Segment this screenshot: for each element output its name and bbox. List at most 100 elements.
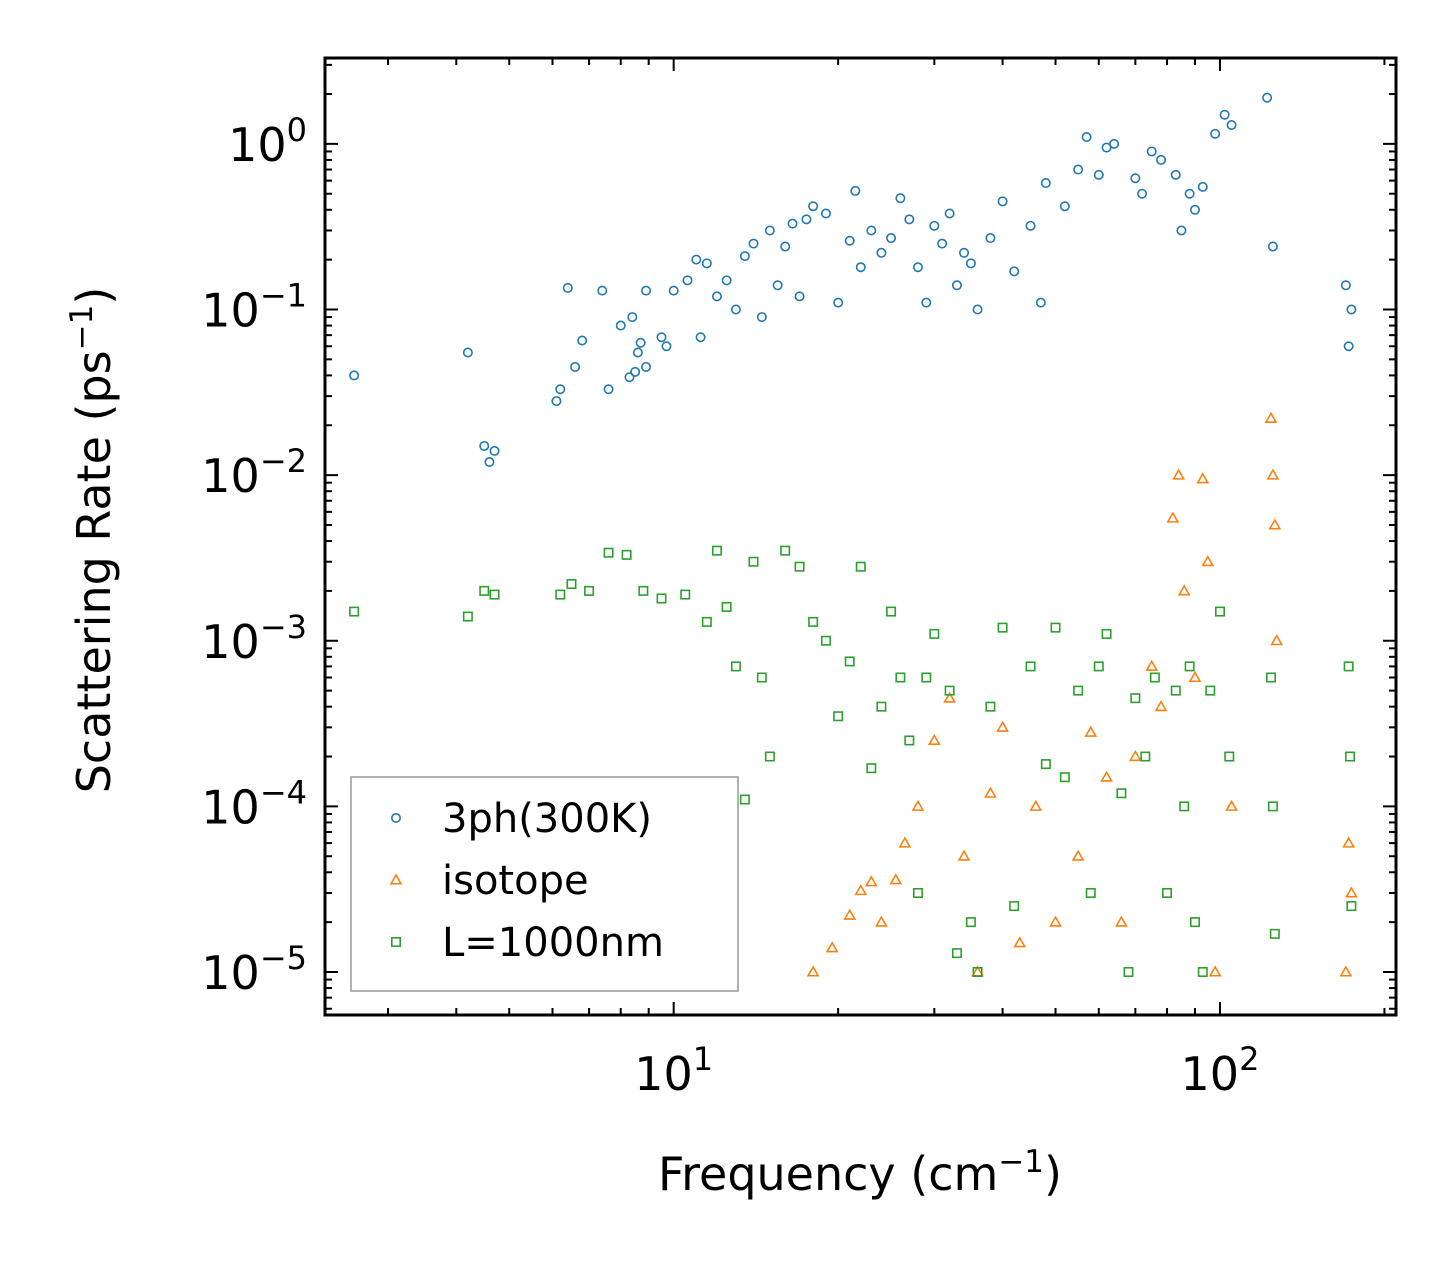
- data-point: [1340, 280, 1351, 291]
- data-point: [577, 335, 588, 346]
- data-point: [1225, 799, 1238, 811]
- data-point: [855, 561, 866, 572]
- data-point: [1013, 936, 1027, 948]
- legend-marker-circle: [390, 812, 401, 823]
- data-point: [959, 247, 970, 258]
- data-point: [627, 312, 638, 323]
- data-point: [730, 304, 741, 315]
- x-tick-labels: 101 102: [634, 1040, 1259, 1101]
- data-point: [1128, 749, 1142, 762]
- data-point: [1123, 966, 1134, 977]
- data-point: [603, 547, 614, 558]
- data-point: [1266, 468, 1280, 480]
- data-point: [1339, 965, 1353, 977]
- data-point: [1100, 770, 1113, 782]
- data-point: [985, 233, 996, 244]
- data-point: [630, 366, 641, 377]
- data-point: [1219, 109, 1230, 120]
- data-point: [1197, 966, 1208, 977]
- data-point: [904, 214, 915, 225]
- data-point: [886, 233, 897, 244]
- data-point: [1201, 555, 1215, 567]
- data-point: [1050, 622, 1061, 633]
- data-point: [996, 720, 1009, 732]
- legend-item: isotope: [389, 858, 589, 904]
- series-3ph-300k-: [349, 92, 1357, 468]
- data-point: [462, 611, 473, 622]
- data-point: [898, 836, 912, 848]
- data-point: [944, 208, 955, 219]
- data-point: [656, 332, 667, 343]
- data-point: [739, 794, 750, 805]
- data-point: [1184, 661, 1195, 672]
- data-point: [1224, 751, 1235, 762]
- data-point: [806, 965, 820, 977]
- x-tick-exponent: 1: [693, 1040, 713, 1078]
- data-point: [808, 201, 819, 212]
- legend-label: isotope: [442, 858, 589, 904]
- data-point: [1214, 606, 1225, 617]
- data-point: [691, 254, 702, 265]
- data-point: [1197, 181, 1208, 192]
- data-point: [850, 185, 861, 196]
- data-point: [764, 225, 775, 236]
- data-point: [1059, 201, 1070, 212]
- series-l-1000nm: [349, 545, 1357, 977]
- data-point: [748, 556, 759, 567]
- data-point: [680, 589, 691, 600]
- data-point: [638, 585, 649, 596]
- x-axis-label-tail: ): [1044, 1147, 1062, 1201]
- data-point: [912, 262, 923, 273]
- y-tick-exponent: −3: [260, 608, 307, 646]
- data-point: [1101, 628, 1112, 639]
- data-point: [624, 372, 635, 383]
- data-point: [1188, 670, 1202, 683]
- x-tick-label: 102: [1181, 1040, 1260, 1101]
- data-point: [1170, 685, 1181, 696]
- data-point: [808, 616, 819, 627]
- data-point: [1146, 146, 1157, 157]
- x-tick-exponent: 2: [1239, 1040, 1259, 1078]
- data-point: [1130, 173, 1141, 184]
- data-point: [997, 196, 1008, 207]
- data-point: [668, 285, 679, 296]
- data-point: [661, 341, 672, 352]
- data-point: [484, 457, 495, 468]
- x-axis-label-sup: −1: [998, 1144, 1044, 1180]
- legend-item: L=1000nm: [390, 920, 664, 966]
- data-point: [711, 291, 722, 302]
- data-point: [1267, 241, 1278, 252]
- data-point: [641, 285, 652, 296]
- data-point: [682, 275, 693, 286]
- data-point: [1154, 700, 1168, 712]
- x-axis-label: Frequency (cm−1): [658, 1144, 1062, 1201]
- y-tick-base: 10: [201, 449, 260, 503]
- data-point: [927, 733, 941, 746]
- data-point: [1189, 917, 1200, 928]
- data-point: [929, 220, 940, 231]
- data-point: [748, 238, 759, 249]
- data-point: [794, 291, 805, 302]
- data-point: [1025, 661, 1036, 672]
- data-point: [1210, 128, 1221, 139]
- data-point: [597, 285, 608, 296]
- data-point: [1189, 204, 1200, 215]
- data-point: [1149, 672, 1160, 683]
- data-point: [739, 251, 750, 262]
- data-point: [1084, 725, 1098, 737]
- data-point: [866, 763, 877, 774]
- data-point: [1342, 836, 1356, 848]
- x-axis-label-text: Frequency (cm: [658, 1147, 998, 1201]
- data-point: [1343, 341, 1354, 352]
- data-point: [833, 711, 844, 722]
- data-layer: [349, 92, 1358, 977]
- data-point: [656, 593, 667, 604]
- y-tick-base: 10: [201, 780, 260, 834]
- data-point: [1268, 518, 1282, 530]
- data-point: [621, 549, 632, 560]
- data-point: [1059, 772, 1070, 783]
- data-point: [1025, 220, 1036, 231]
- data-point: [764, 751, 775, 762]
- data-point: [462, 347, 473, 358]
